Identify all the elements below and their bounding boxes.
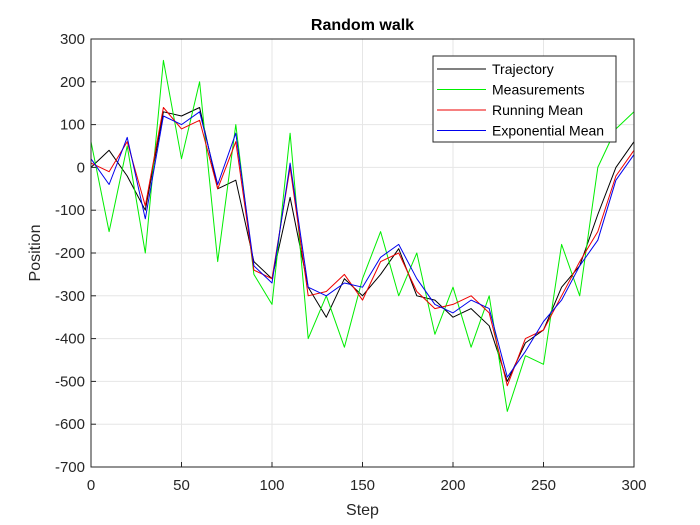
y-axis-label: Position (27, 225, 44, 282)
legend-label: Trajectory (492, 61, 554, 77)
y-tick-label: 300 (60, 31, 85, 48)
series-line-2 (90, 107, 635, 387)
series-layer (90, 59, 635, 412)
y-tick-label: 100 (60, 117, 85, 134)
ticks: 0 50 100 150 200 250 300 -700 -600 -500 -400 -300 -2… (55, 31, 647, 494)
series-line-1 (90, 59, 635, 412)
x-tick-label: 250 (531, 477, 556, 494)
y-tick-label: -300 (55, 288, 85, 305)
y-tick-label: -700 (55, 459, 85, 476)
legend: Trajectory Measurements Running Mean Expone… (432, 55, 617, 143)
legend-label: Running Mean (492, 102, 583, 118)
y-tick-label: -600 (55, 416, 85, 433)
legend-label: Measurements (492, 82, 585, 98)
x-tick-label: 300 (621, 477, 646, 494)
y-tick-label: -100 (55, 202, 85, 219)
x-tick-label: 200 (440, 477, 465, 494)
x-axis-label: Step (346, 502, 379, 519)
y-tick-label: -400 (55, 331, 85, 348)
chart-title: Random walk (311, 17, 414, 34)
x-tick-label: 100 (259, 477, 284, 494)
y-tick-label: 200 (60, 74, 85, 91)
y-tick-label: -500 (55, 373, 85, 390)
y-tick-label: 0 (77, 159, 85, 176)
legend-box (432, 55, 617, 143)
legend-label: Exponential Mean (492, 123, 604, 139)
x-tick-label: 50 (173, 477, 190, 494)
series-line-3 (90, 111, 635, 378)
y-tick-label: -200 (55, 245, 85, 262)
x-tick-label: 150 (350, 477, 375, 494)
x-tick-label: 0 (87, 477, 95, 494)
